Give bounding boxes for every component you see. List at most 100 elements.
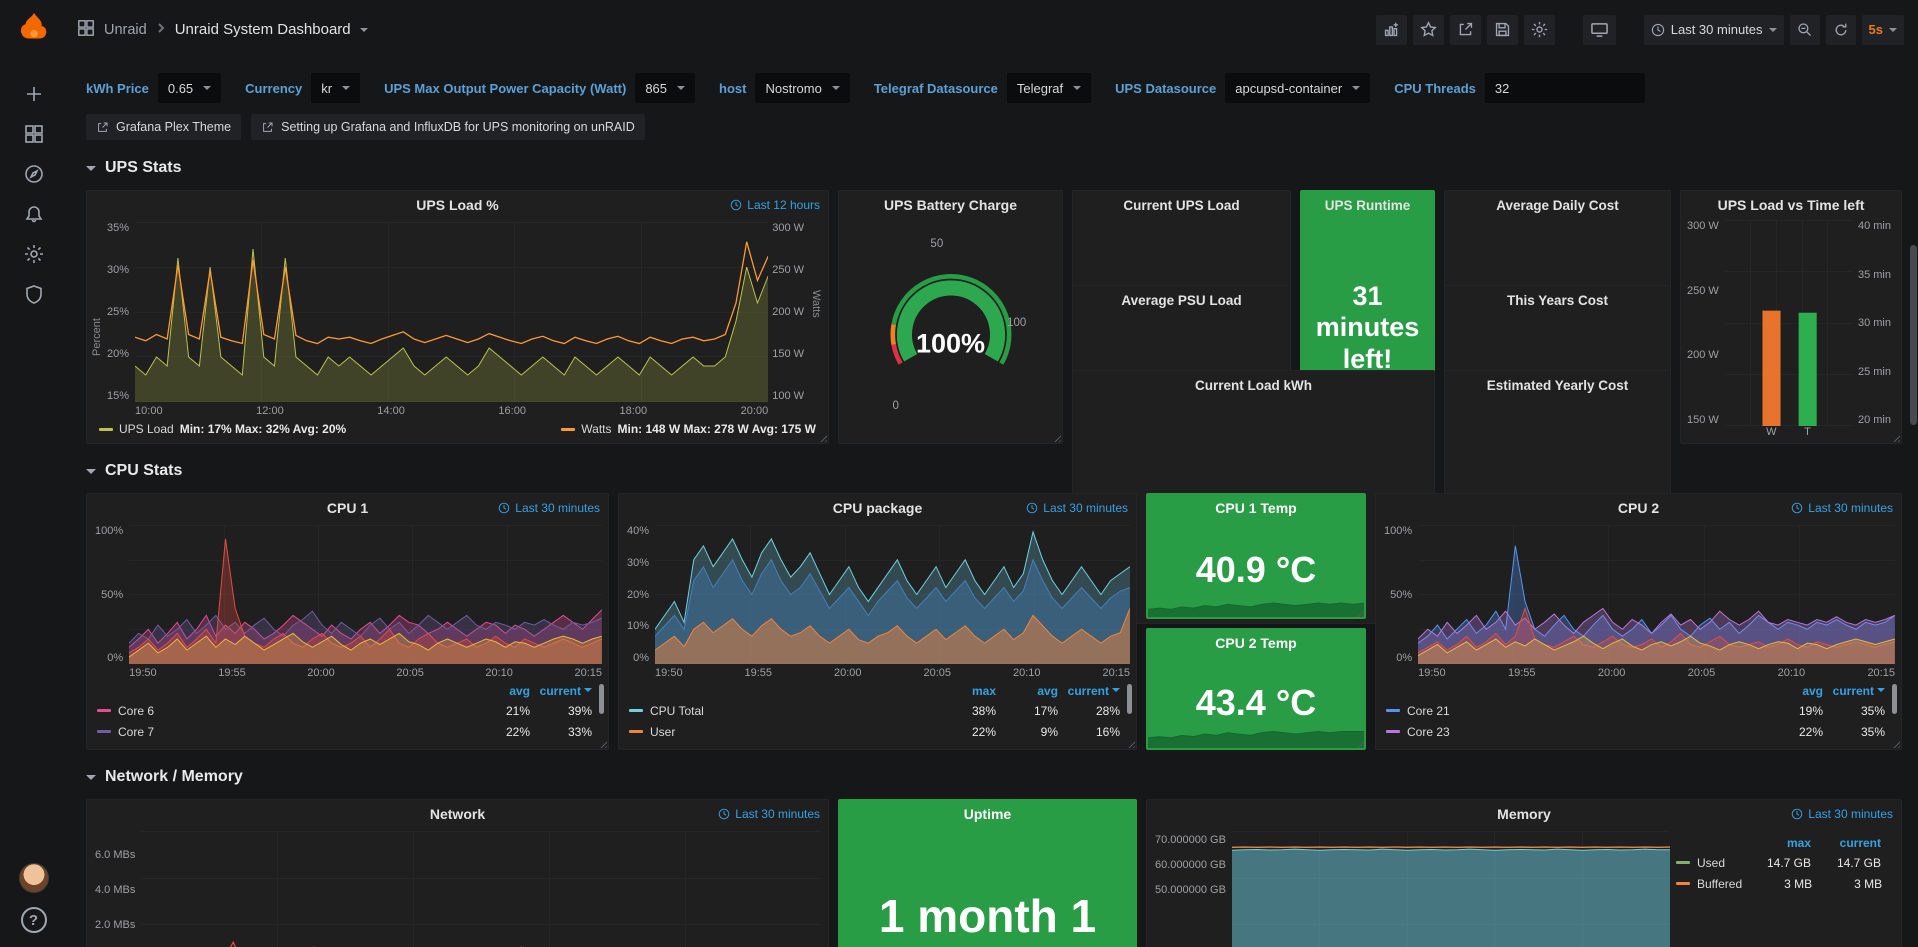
user-avatar[interactable] bbox=[18, 863, 49, 893]
panel-time-override[interactable]: Last 30 minutes bbox=[1026, 494, 1128, 521]
stat-title[interactable]: Current Load kWh bbox=[1195, 378, 1312, 393]
panel-time-override[interactable]: Last 30 minutes bbox=[718, 800, 820, 827]
legend-series-toggle[interactable]: User bbox=[629, 725, 934, 739]
panel-time-override[interactable]: Last 30 minutes bbox=[1791, 800, 1893, 827]
legend-sort-avg[interactable]: avg bbox=[1037, 683, 1058, 698]
panel-title[interactable]: UPS Load vs Time left bbox=[1717, 196, 1865, 213]
admin-shield-icon[interactable] bbox=[14, 274, 54, 314]
legend-sort-avg[interactable]: avg bbox=[1802, 683, 1823, 698]
refresh-interval-picker[interactable]: 5s bbox=[1861, 14, 1904, 45]
panel-header[interactable]: Network Last 30 minutes bbox=[87, 800, 828, 827]
panel-title[interactable]: CPU 2 Temp bbox=[1215, 634, 1297, 651]
refresh-button[interactable] bbox=[1825, 14, 1856, 45]
stat-title[interactable]: Estimated Yearly Cost bbox=[1486, 378, 1629, 393]
link-grafana-plex-theme[interactable]: Grafana Plex Theme bbox=[86, 114, 242, 140]
help-icon[interactable]: ? bbox=[20, 907, 47, 933]
breadcrumb[interactable]: Unraid Unraid System Dashboard bbox=[77, 19, 368, 40]
variable-value-dropdown[interactable]: apcupsd-container bbox=[1225, 73, 1371, 103]
legend-sort-current[interactable]: current bbox=[1839, 835, 1881, 850]
legend-scrollbar[interactable] bbox=[599, 684, 604, 714]
legend-series-toggle[interactable]: Core 21 bbox=[1386, 704, 1761, 718]
create-icon[interactable] bbox=[14, 74, 54, 114]
network-chart[interactable] bbox=[141, 831, 822, 947]
variable-value-dropdown[interactable]: kr bbox=[311, 73, 361, 103]
section-network-memory[interactable]: Network / Memory bbox=[86, 762, 1902, 792]
legend-sort-current[interactable]: current bbox=[1058, 684, 1120, 698]
panel-header[interactable]: UPS Load % Last 12 hours bbox=[87, 191, 828, 218]
section-ups-stats[interactable]: UPS Stats bbox=[86, 153, 1902, 183]
dashboard-settings-button[interactable] bbox=[1523, 14, 1555, 45]
variable-value-dropdown[interactable]: 0.65 bbox=[157, 73, 222, 103]
legend-sort-current[interactable]: current bbox=[1823, 684, 1885, 698]
legend-scrollbar[interactable] bbox=[1892, 684, 1897, 714]
panel-time-override[interactable]: Last 30 minutes bbox=[498, 494, 600, 521]
panel-time-override[interactable]: Last 30 minutes bbox=[1791, 494, 1893, 521]
panel-header[interactable]: CPU package Last 30 minutes bbox=[619, 494, 1136, 521]
legend-scrollbar[interactable] bbox=[1127, 684, 1132, 714]
panel-title[interactable]: CPU 2 bbox=[1617, 499, 1660, 516]
section-cpu-stats[interactable]: CPU Stats bbox=[86, 456, 1902, 486]
variable-value-dropdown[interactable]: 865 bbox=[635, 73, 696, 103]
share-button[interactable] bbox=[1449, 14, 1481, 45]
panel-header[interactable]: CPU 1 Temp bbox=[1147, 494, 1365, 521]
memory-chart[interactable] bbox=[1231, 831, 1670, 947]
alerting-icon[interactable] bbox=[14, 194, 54, 234]
grafana-logo[interactable] bbox=[15, 10, 53, 48]
breadcrumb-org[interactable]: Unraid bbox=[104, 21, 147, 38]
panel-header[interactable]: Uptime bbox=[839, 800, 1136, 827]
panel-header[interactable]: Memory Last 30 minutes bbox=[1147, 800, 1901, 827]
cpu-package-chart[interactable] bbox=[655, 525, 1130, 664]
legend-item-watts[interactable]: Watts Min: 148 W Max: 278 W Avg: 175 W bbox=[561, 422, 816, 436]
legend-series-toggle[interactable]: Core 23 bbox=[1386, 725, 1761, 739]
cpu1-chart[interactable] bbox=[129, 525, 602, 664]
panel-title[interactable]: UPS Load % bbox=[416, 196, 499, 213]
variable-value-input[interactable]: 32 bbox=[1484, 73, 1645, 103]
legend-series-toggle[interactable]: Buffered bbox=[1676, 877, 1742, 891]
add-panel-button[interactable] bbox=[1375, 14, 1407, 45]
time-range-picker[interactable]: Last 30 minutes bbox=[1643, 14, 1784, 45]
panel-header[interactable]: UPS Load vs Time left bbox=[1681, 191, 1901, 218]
link-ups-monitoring-guide[interactable]: Setting up Grafana and InfluxDB for UPS … bbox=[251, 114, 645, 140]
stat-title[interactable]: Average Daily Cost bbox=[1496, 198, 1619, 213]
variable-value-dropdown[interactable]: Telegraf bbox=[1006, 73, 1092, 103]
panel-header[interactable]: CPU 1 Last 30 minutes bbox=[87, 494, 608, 521]
legend-series-toggle[interactable]: CPU Total bbox=[629, 704, 934, 718]
legend-series-toggle[interactable]: Used bbox=[1676, 856, 1741, 870]
breadcrumb-dashboard[interactable]: Unraid System Dashboard bbox=[174, 21, 351, 38]
save-button[interactable] bbox=[1486, 14, 1518, 45]
variable-cpu-threads: CPU Threads 32 bbox=[1394, 73, 1645, 103]
stat-title[interactable]: Current UPS Load bbox=[1123, 198, 1240, 213]
variable-value-dropdown[interactable]: Nostromo bbox=[755, 73, 850, 103]
legend-sort-max[interactable]: max bbox=[1786, 835, 1811, 850]
legend-sort-avg[interactable]: avg bbox=[509, 683, 530, 698]
explore-icon[interactable] bbox=[14, 154, 54, 194]
legend-sort-current[interactable]: current bbox=[530, 684, 592, 698]
panel-title[interactable]: UPS Battery Charge bbox=[883, 196, 1018, 213]
stat-title[interactable]: Average PSU Load bbox=[1121, 293, 1242, 308]
star-button[interactable] bbox=[1412, 14, 1444, 45]
panel-header[interactable]: UPS Battery Charge bbox=[839, 191, 1062, 218]
panel-title[interactable]: CPU 1 bbox=[326, 499, 369, 516]
panel-title[interactable]: Memory bbox=[1497, 805, 1551, 822]
legend-sort-max[interactable]: max bbox=[971, 683, 996, 698]
panel-title[interactable]: Network bbox=[429, 805, 486, 822]
legend-series-toggle[interactable]: Core 6 bbox=[97, 704, 468, 718]
stat-title[interactable]: UPS Runtime bbox=[1324, 198, 1411, 213]
ups-load-chart[interactable] bbox=[135, 222, 769, 402]
panel-title[interactable]: Uptime bbox=[963, 805, 1012, 822]
tv-mode-button[interactable] bbox=[1582, 14, 1616, 45]
legend-series-toggle[interactable]: Core 7 bbox=[97, 725, 468, 739]
zoom-out-button[interactable] bbox=[1789, 14, 1820, 45]
panel-header[interactable]: CPU 2 Last 30 minutes bbox=[1376, 494, 1901, 521]
panel-title[interactable]: CPU 1 Temp bbox=[1215, 499, 1297, 516]
panel-header[interactable]: CPU 2 Temp bbox=[1147, 629, 1365, 656]
cpu2-chart[interactable] bbox=[1418, 525, 1895, 664]
panel-time-override[interactable]: Last 12 hours bbox=[730, 191, 820, 218]
stat-title[interactable]: This Years Cost bbox=[1506, 293, 1609, 308]
configuration-icon[interactable] bbox=[14, 234, 54, 274]
ups-bar-chart[interactable] bbox=[1724, 220, 1854, 426]
page-scrollbar[interactable] bbox=[1910, 245, 1917, 425]
legend-item-ups-load[interactable]: UPS Load Min: 17% Max: 32% Avg: 20% bbox=[99, 422, 346, 436]
dashboards-icon[interactable] bbox=[14, 114, 54, 154]
panel-title[interactable]: CPU package bbox=[832, 499, 923, 516]
